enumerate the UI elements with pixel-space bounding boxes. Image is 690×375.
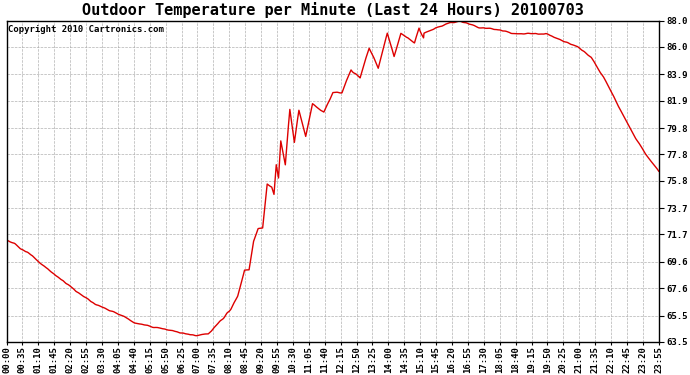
Title: Outdoor Temperature per Minute (Last 24 Hours) 20100703: Outdoor Temperature per Minute (Last 24 … [81, 2, 584, 18]
Text: Copyright 2010 Cartronics.com: Copyright 2010 Cartronics.com [8, 26, 164, 34]
